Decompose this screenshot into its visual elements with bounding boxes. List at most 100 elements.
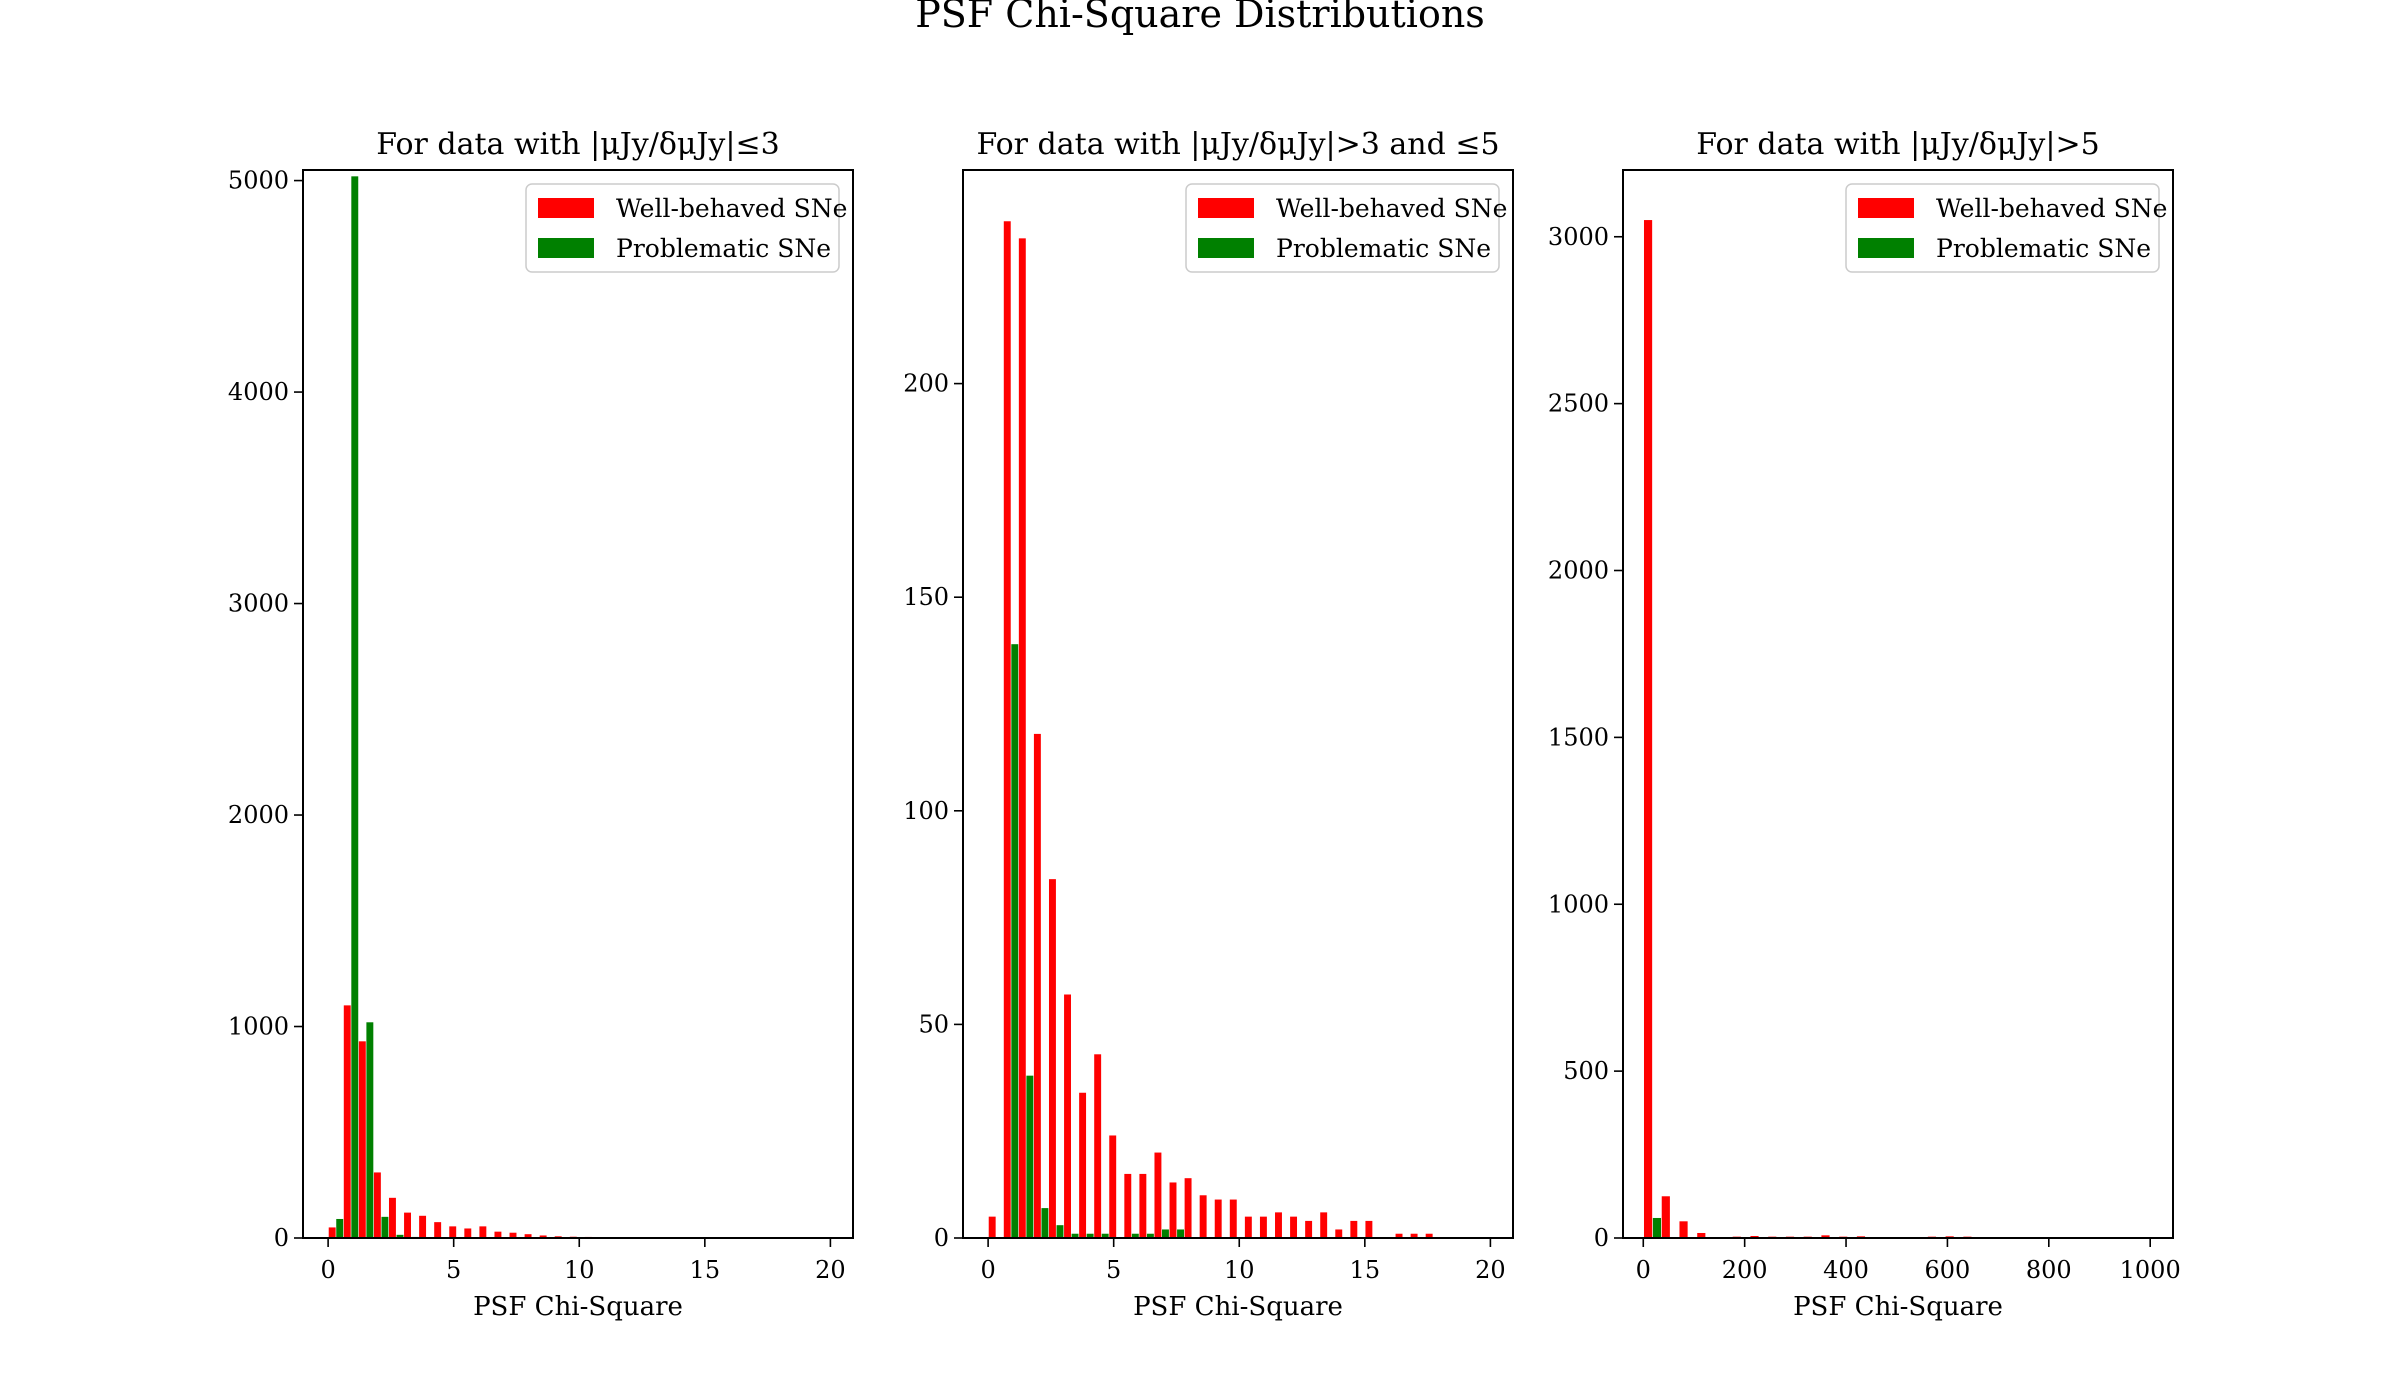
y-tick-label: 0 xyxy=(1594,1224,1609,1252)
y-tick-label: 2000 xyxy=(228,801,289,829)
x-tick-label: 0 xyxy=(320,1256,335,1284)
bar-problematic-4 xyxy=(381,1216,389,1238)
bar-well-behaved-16 xyxy=(1214,1199,1222,1238)
y-tick-label: 0 xyxy=(274,1224,289,1252)
x-tick-label: 10 xyxy=(564,1256,595,1284)
bar-problematic-3 xyxy=(1041,1208,1049,1238)
y-tick-label: 200 xyxy=(903,370,949,398)
bar-well-behaved-11 xyxy=(479,1226,487,1238)
y-tick-label: 50 xyxy=(918,1010,949,1038)
x-tick-label: 20 xyxy=(1475,1256,1506,1284)
legend-swatch-problematic xyxy=(538,238,594,258)
bar-problematic-1 xyxy=(1652,1217,1662,1238)
bar-well-behaved-20 xyxy=(1275,1212,1282,1238)
bar-well-behaved-3 xyxy=(1018,238,1026,1239)
axes-frame xyxy=(302,169,854,1239)
legend-swatch-problematic xyxy=(1198,238,1254,258)
bar-well-behaved-19 xyxy=(1259,1216,1267,1238)
axes-frame xyxy=(1622,169,2174,1239)
x-tick-label: 0 xyxy=(1636,1256,1651,1284)
bar-well-behaved-12 xyxy=(1154,1152,1162,1238)
bar-well-behaved-9 xyxy=(1109,1135,1117,1238)
bar-well-behaved-2 xyxy=(343,1005,351,1238)
bar-problematic-1 xyxy=(1011,644,1019,1238)
x-axis-label: PSF Chi-Square xyxy=(1133,1292,1343,1322)
bar-well-behaved-10 xyxy=(464,1228,472,1238)
bar-well-behaved-13 xyxy=(1169,1182,1177,1238)
bar-well-behaved-26 xyxy=(1365,1220,1373,1238)
x-tick-label: 800 xyxy=(2026,1256,2072,1284)
bar-well-behaved-3 xyxy=(1679,1221,1688,1238)
legend-swatch-well-behaved xyxy=(1858,198,1914,218)
bar-problematic-1 xyxy=(336,1218,344,1238)
bar-well-behaved-7 xyxy=(419,1215,427,1238)
chart-panel-1: 0 5 10 15 20 0 1000 2000 3000 4000 5000 For data wi… xyxy=(228,127,854,1322)
bar-well-behaved-1 xyxy=(988,1216,996,1238)
legend-label-problematic: Problematic SNe xyxy=(1276,234,1491,263)
x-tick-label: 1000 xyxy=(2120,1256,2181,1284)
bar-well-behaved-1 xyxy=(1643,220,1653,1238)
chart-title: For data with |μJy/δμJy|>3 and ≤5 xyxy=(976,127,1499,162)
bar-well-behaved-8 xyxy=(1094,1054,1102,1238)
legend-label-well-behaved: Well-behaved SNe xyxy=(1936,194,2167,223)
bar-problematic-8 xyxy=(1131,1233,1139,1238)
bar-well-behaved-10 xyxy=(1124,1173,1132,1238)
legend-label-problematic: Problematic SNe xyxy=(1936,234,2151,263)
bar-well-behaved-5 xyxy=(1048,879,1056,1238)
x-tick-label: 600 xyxy=(1925,1256,1971,1284)
y-tick-label: 3000 xyxy=(1548,223,1609,251)
bar-problematic-5 xyxy=(1071,1233,1079,1238)
bar-well-behaved-5 xyxy=(388,1197,396,1238)
bar-problematic-6 xyxy=(1086,1233,1094,1238)
bar-well-behaved-14 xyxy=(1184,1178,1192,1238)
legend: Well-behaved SNe Problematic SNe xyxy=(1845,183,2167,273)
legend-swatch-problematic xyxy=(1858,238,1914,258)
bar-problematic-4 xyxy=(1056,1225,1064,1238)
bar-problematic-3 xyxy=(366,1022,374,1238)
x-tick-label: 200 xyxy=(1722,1256,1768,1284)
bar-well-behaved-21 xyxy=(1290,1216,1298,1238)
bar-well-behaved-22 xyxy=(1305,1220,1313,1238)
y-tick-label: 5000 xyxy=(228,167,289,195)
bar-problematic-7 xyxy=(1101,1233,1109,1238)
bar-well-behaved-8 xyxy=(434,1222,442,1238)
y-tick-label: 2500 xyxy=(1548,390,1609,418)
bar-problematic-2 xyxy=(351,176,359,1239)
legend-label-well-behaved: Well-behaved SNe xyxy=(1276,194,1507,223)
y-tick-label: 4000 xyxy=(228,378,289,406)
y-tick-label: 0 xyxy=(934,1224,949,1252)
bar-problematic-5 xyxy=(396,1234,404,1238)
x-tick-label: 10 xyxy=(1224,1256,1255,1284)
bar-well-behaved-4 xyxy=(373,1172,381,1238)
bar-well-behaved-27 xyxy=(1395,1233,1403,1238)
legend: Well-behaved SNe Problematic SNe xyxy=(1185,183,1507,273)
bar-well-behaved-2 xyxy=(1661,1196,1670,1238)
bar-well-behaved-24 xyxy=(1335,1229,1343,1238)
bar-problematic-11 xyxy=(1177,1229,1184,1238)
y-tick-label: 1000 xyxy=(228,1013,289,1041)
legend-swatch-well-behaved xyxy=(538,198,594,218)
bar-well-behaved-13 xyxy=(509,1232,517,1238)
bar-problematic-10 xyxy=(1162,1229,1169,1238)
bar-well-behaved-18 xyxy=(1244,1216,1252,1238)
bar-well-behaved-7 xyxy=(1079,1092,1087,1238)
bar-well-behaved-25 xyxy=(1350,1220,1358,1238)
legend-frame xyxy=(525,183,840,273)
bar-problematic-2 xyxy=(1026,1075,1034,1238)
legend-label-problematic: Problematic SNe xyxy=(616,234,831,263)
legend: Well-behaved SNe Problematic SNe xyxy=(525,183,847,273)
chart-panel-3: 0 200 400 600 800 1000 0 500 1000 1500 2000 2500 300… xyxy=(1548,127,2181,1322)
x-tick-label: 0 xyxy=(980,1256,995,1284)
bar-well-behaved-3 xyxy=(358,1041,366,1238)
figure-suptitle: PSF Chi-Square Distributions xyxy=(915,0,1485,36)
bar-well-behaved-15 xyxy=(539,1235,547,1238)
bar-well-behaved-9 xyxy=(449,1226,457,1238)
bar-well-behaved-17 xyxy=(1229,1199,1237,1238)
legend-frame xyxy=(1845,183,2160,273)
bar-well-behaved-1 xyxy=(328,1227,336,1238)
y-tick-label: 150 xyxy=(903,583,949,611)
x-tick-label: 5 xyxy=(1106,1256,1121,1284)
legend-frame xyxy=(1185,183,1500,273)
